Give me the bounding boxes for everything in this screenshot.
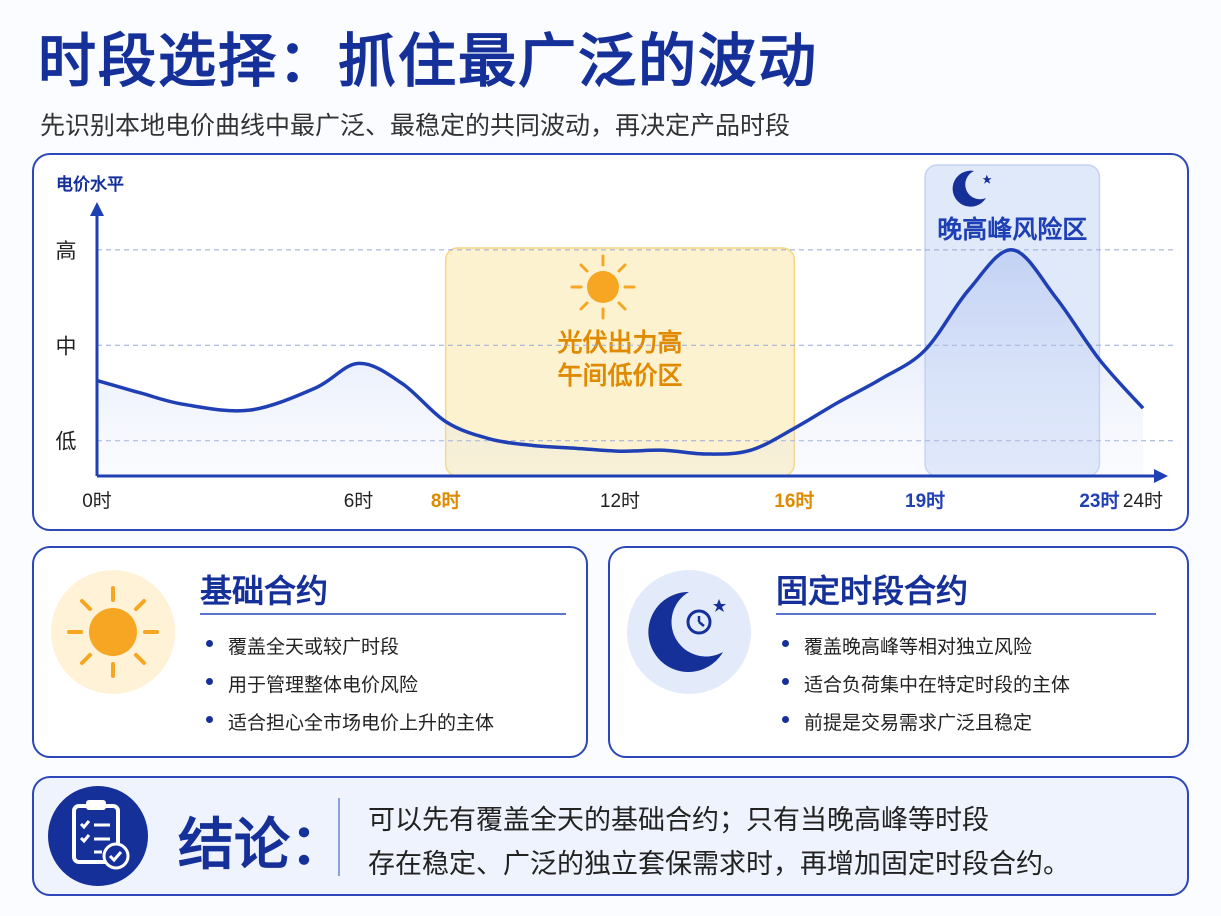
- conclusion-line: 可以先有覆盖全天的基础合约；只有当晚高峰等时段: [368, 805, 989, 835]
- y-tick-label: 低: [56, 431, 77, 454]
- divider: [338, 798, 340, 876]
- clipboard-icon: [48, 786, 148, 886]
- x-tick-label: 16时: [774, 490, 814, 512]
- region-label: 光伏出力高: [556, 328, 682, 357]
- moon-icon: [952, 170, 992, 207]
- moon-badge: [627, 570, 751, 694]
- y-tick-label: 中: [56, 335, 77, 358]
- conclusion-box: [32, 776, 1189, 896]
- region-label: 晚高峰风险区: [937, 215, 1087, 244]
- card-title: 基础合约: [200, 573, 329, 609]
- y-axis-label: 电价水平: [56, 174, 124, 194]
- y-tick-label: 高: [56, 240, 77, 263]
- card-item: 前提是交易需求广泛且稳定: [781, 708, 1032, 735]
- x-tick-label: 19时: [905, 490, 945, 512]
- y-arrow: [90, 202, 104, 216]
- title: 时段选择：抓住最广泛的波动: [38, 29, 819, 94]
- moon-icon: [648, 591, 726, 672]
- region-label: 午间低价区: [557, 361, 682, 390]
- x-tick-label: 8时: [431, 490, 461, 512]
- subtitle: 先识别本地电价曲线中最广泛、最稳定的共同波动，再决定产品时段: [40, 112, 791, 140]
- card-item: 用于管理整体电价风险: [205, 670, 418, 697]
- x-tick-label: 6时: [344, 490, 374, 512]
- card-icons: [51, 570, 751, 694]
- x-tick-label: 12时: [600, 490, 640, 512]
- x-tick-label: 23时: [1079, 490, 1119, 512]
- card-title: 固定时段合约: [776, 573, 969, 609]
- x-tick-label: 0时: [82, 490, 112, 512]
- curve-fill: [97, 249, 1143, 476]
- card-rule: [200, 613, 566, 615]
- sun-icon: [570, 254, 636, 320]
- conclusion-line: 存在稳定、广泛的独立套保需求时，再增加固定时段合约。: [368, 849, 1070, 879]
- price-curve: [96, 248, 1145, 456]
- card-item: 覆盖晚高峰等相对独立风险: [781, 632, 1032, 659]
- x-tick-label: 24时: [1123, 490, 1163, 512]
- card-item: 适合担心全市场电价上升的主体: [205, 708, 494, 735]
- x-arrow: [1154, 469, 1168, 483]
- card-rule: [776, 613, 1156, 615]
- card-item: 适合负荷集中在特定时段的主体: [781, 670, 1070, 697]
- sun-icon: [67, 586, 159, 678]
- conclusion-label: 结论：: [178, 813, 346, 876]
- card-item: 覆盖全天或较广时段: [205, 632, 399, 659]
